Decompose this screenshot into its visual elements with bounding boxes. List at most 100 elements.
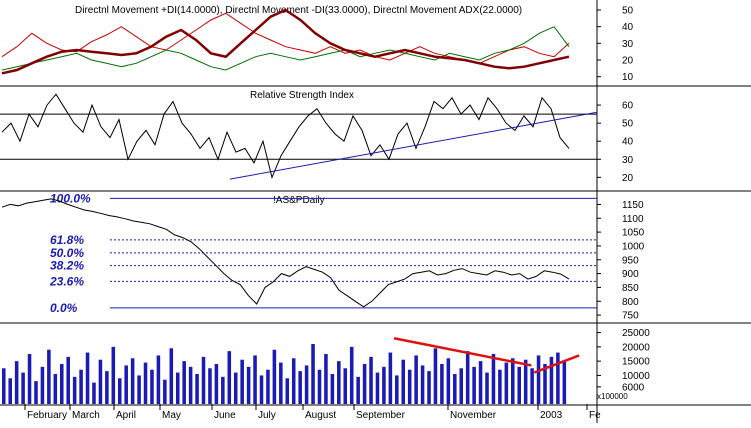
y-tick-label: 750 bbox=[622, 311, 639, 322]
volume-bar bbox=[556, 352, 560, 404]
fibonacci-label: 50.0% bbox=[50, 246, 84, 260]
volume-bar bbox=[343, 368, 348, 404]
series-line-rsi bbox=[1, 93, 570, 179]
volume-bar bbox=[407, 369, 412, 404]
volume-bar bbox=[143, 362, 148, 404]
x-tick-label: March bbox=[72, 410, 100, 421]
volume-bar bbox=[401, 359, 406, 404]
y-tick-label: 6000 bbox=[622, 382, 645, 393]
y-tick-label: 20000 bbox=[622, 342, 650, 353]
volume-bar bbox=[124, 365, 128, 404]
volume-bar bbox=[8, 378, 12, 404]
y-tick-label: 850 bbox=[622, 283, 639, 294]
volume-bar bbox=[40, 366, 45, 404]
volume-bar bbox=[233, 372, 238, 404]
volume-bar bbox=[111, 346, 116, 404]
volume-bar bbox=[337, 361, 341, 404]
y-tick-label: 30 bbox=[622, 39, 634, 50]
volume-bar bbox=[201, 356, 206, 404]
y-tick-label: 30 bbox=[622, 155, 634, 166]
volume-bar bbox=[388, 352, 393, 404]
y-tick-label: 10 bbox=[622, 72, 634, 83]
volume-bar bbox=[382, 366, 386, 404]
volume-bar bbox=[105, 371, 109, 404]
volume-bar bbox=[59, 364, 64, 404]
dmi-panel: Directnl Movement +DI(14.0000), Directnl… bbox=[1, 5, 634, 83]
volume-bar bbox=[92, 382, 96, 404]
y-tick-label: 1100 bbox=[622, 214, 644, 225]
volume-bar bbox=[14, 361, 19, 404]
volume-bar bbox=[465, 351, 470, 404]
y-tick-label: 1050 bbox=[622, 228, 645, 239]
volume-bar bbox=[414, 355, 418, 404]
x-tick-label: June bbox=[214, 410, 236, 421]
x-tick-label: May bbox=[162, 410, 181, 421]
y-tick-label: 20 bbox=[622, 56, 634, 67]
volume-bar bbox=[130, 358, 135, 404]
volume-bar bbox=[47, 349, 51, 404]
volume-bar bbox=[291, 358, 296, 404]
trendline bbox=[533, 354, 580, 374]
volume-bar bbox=[459, 368, 464, 404]
volume-bar bbox=[175, 372, 180, 404]
volume-bar bbox=[259, 375, 264, 404]
y-tick-label: 950 bbox=[622, 255, 639, 266]
volume-bar bbox=[549, 356, 554, 404]
volume-bar bbox=[214, 364, 219, 404]
volume-bar bbox=[375, 372, 380, 404]
y-tick-label: 1150 bbox=[622, 200, 644, 211]
price-panel-title: !AS&PDaily bbox=[273, 195, 325, 206]
volume-bar bbox=[53, 374, 58, 404]
volume-bar bbox=[562, 361, 567, 404]
series-line-s-p-daily bbox=[1, 198, 570, 308]
fibonacci-label: 61.8% bbox=[50, 233, 84, 247]
volume-bar bbox=[240, 359, 244, 404]
x-tick-label: 2003 bbox=[540, 410, 563, 421]
volume-bar bbox=[491, 354, 496, 404]
rsi-panel: Relative Strength Index 20 30 40 50 60 bbox=[0, 90, 634, 184]
fibonacci-label: 38.2% bbox=[50, 259, 84, 273]
volume-bar bbox=[311, 344, 315, 404]
y-tick-label: 20 bbox=[622, 173, 634, 184]
volume-bar bbox=[511, 358, 515, 404]
volume-bar bbox=[266, 369, 270, 404]
fibonacci-label: 23.6% bbox=[49, 274, 84, 288]
volume-bar bbox=[324, 354, 328, 404]
series-line-adx bbox=[1, 8, 570, 75]
rsi-panel-title: Relative Strength Index bbox=[250, 90, 354, 101]
y-tick-label: 40 bbox=[622, 137, 634, 148]
y-tick-label: 40 bbox=[622, 22, 634, 33]
price-panel: !AS&PDaily 750 800 850 900 950 1000 1050 1100 11… bbox=[1, 191, 645, 322]
volume-bar bbox=[440, 364, 444, 404]
volume-bar bbox=[362, 364, 367, 404]
volume-bar bbox=[317, 369, 322, 404]
volume-bar bbox=[85, 352, 90, 404]
volume-bar bbox=[472, 366, 476, 404]
volume-bar bbox=[27, 354, 32, 404]
volume-bar bbox=[395, 375, 399, 404]
volume-scale-label: x100000 bbox=[597, 392, 628, 401]
volume-bar bbox=[169, 348, 174, 404]
volume-bar bbox=[504, 362, 509, 404]
volume-bar bbox=[66, 356, 70, 404]
dmi-panel-title: Directnl Movement +DI(14.0000), Directnl… bbox=[75, 5, 522, 16]
volume-bar bbox=[195, 374, 199, 404]
volume-bar bbox=[485, 372, 489, 404]
volume-bar bbox=[227, 351, 232, 404]
fibonacci-label: 0.0% bbox=[50, 301, 78, 315]
y-tick-label: 1000 bbox=[622, 241, 645, 252]
volume-bar bbox=[246, 366, 251, 404]
volume-bar bbox=[79, 369, 83, 404]
trendline bbox=[229, 111, 598, 180]
volume-bar bbox=[427, 371, 431, 404]
volume-bar bbox=[117, 378, 122, 404]
volume-bar bbox=[530, 368, 534, 404]
x-tick-label: July bbox=[258, 410, 276, 421]
x-tick-label: Fe bbox=[589, 410, 601, 421]
x-tick-label: November bbox=[450, 410, 497, 421]
